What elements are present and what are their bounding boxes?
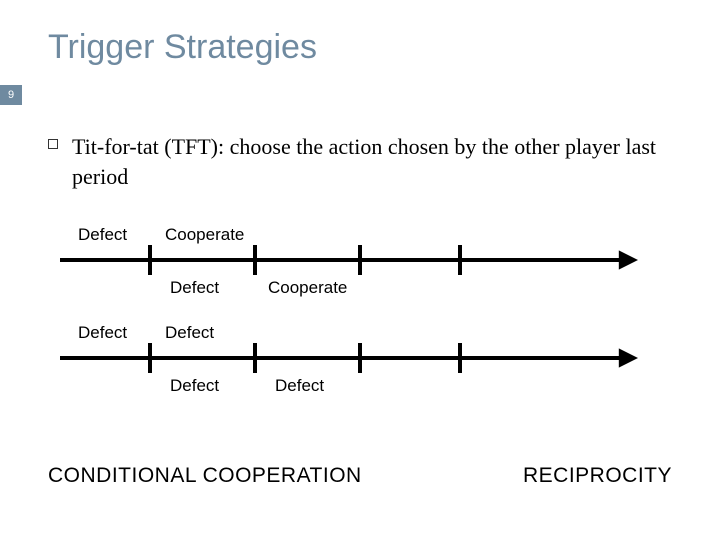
- timeline-label: Defect: [170, 376, 219, 396]
- timeline-1-svg: [60, 240, 640, 280]
- concept-right: RECIPROCITY: [523, 464, 672, 488]
- timeline-label: Defect: [165, 323, 214, 343]
- timeline-1: DefectCooperateDefectCooperate: [60, 240, 640, 280]
- concepts-row: CONDITIONAL COOPERATION RECIPROCITY: [48, 464, 672, 488]
- page-title: Trigger Strategies: [48, 28, 317, 67]
- timeline-label: Defect: [78, 323, 127, 343]
- concept-left: CONDITIONAL COOPERATION: [48, 464, 362, 488]
- bullet-marker: [48, 139, 58, 149]
- timeline-label: Defect: [78, 225, 127, 245]
- timeline-label: Defect: [170, 278, 219, 298]
- timeline-label: Defect: [275, 376, 324, 396]
- slide-number-badge: 9: [0, 85, 22, 105]
- timeline-label: Cooperate: [165, 225, 244, 245]
- timeline-label: Cooperate: [268, 278, 347, 298]
- bullet-text: Tit-for-tat (TFT): choose the action cho…: [72, 132, 660, 191]
- timeline-2: DefectDefectDefectDefect: [60, 338, 640, 378]
- bullet-item: Tit-for-tat (TFT): choose the action cho…: [48, 132, 660, 191]
- timeline-2-svg: [60, 338, 640, 378]
